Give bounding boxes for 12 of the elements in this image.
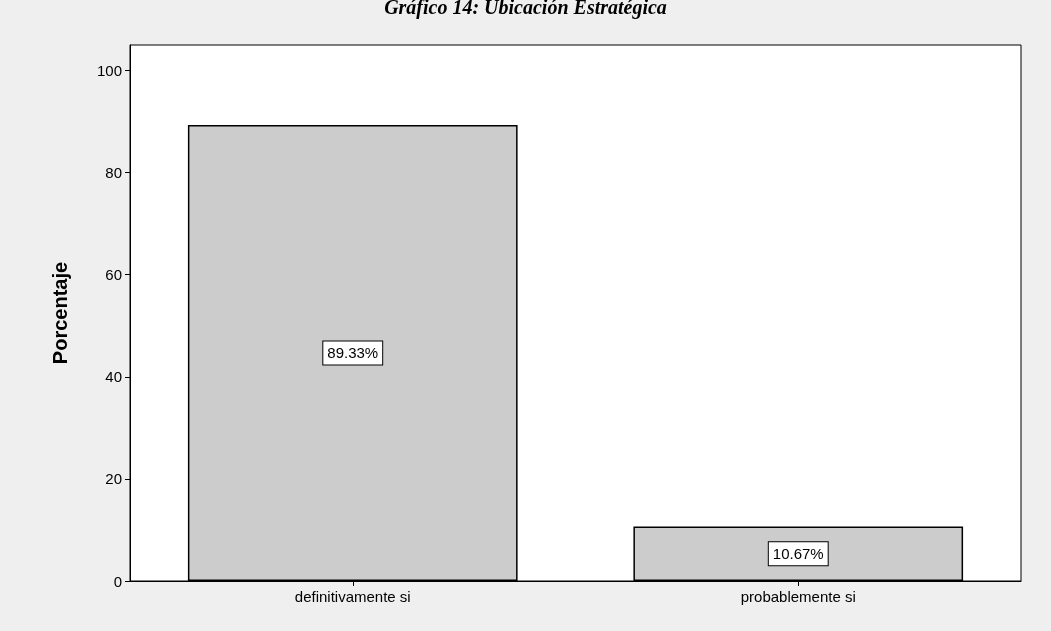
y-tick-label: 20 [105, 470, 122, 488]
y-tick-label: 60 [105, 266, 122, 284]
y-tick-label: 100 [96, 62, 122, 80]
x-tick-label: probablemente si [740, 588, 856, 605]
chart-title: Gráfico 14: Ubicación Estratégica [384, 0, 667, 19]
data-label: 10.67% [772, 545, 824, 563]
x-tick-label: definitivamente si [294, 588, 411, 605]
y-tick-label: 40 [105, 368, 122, 386]
y-axis-title: Porcentaje [49, 261, 71, 365]
data-label: 89.33% [327, 344, 379, 362]
y-tick-label: 80 [105, 164, 122, 182]
y-tick-label: 0 [113, 572, 122, 590]
